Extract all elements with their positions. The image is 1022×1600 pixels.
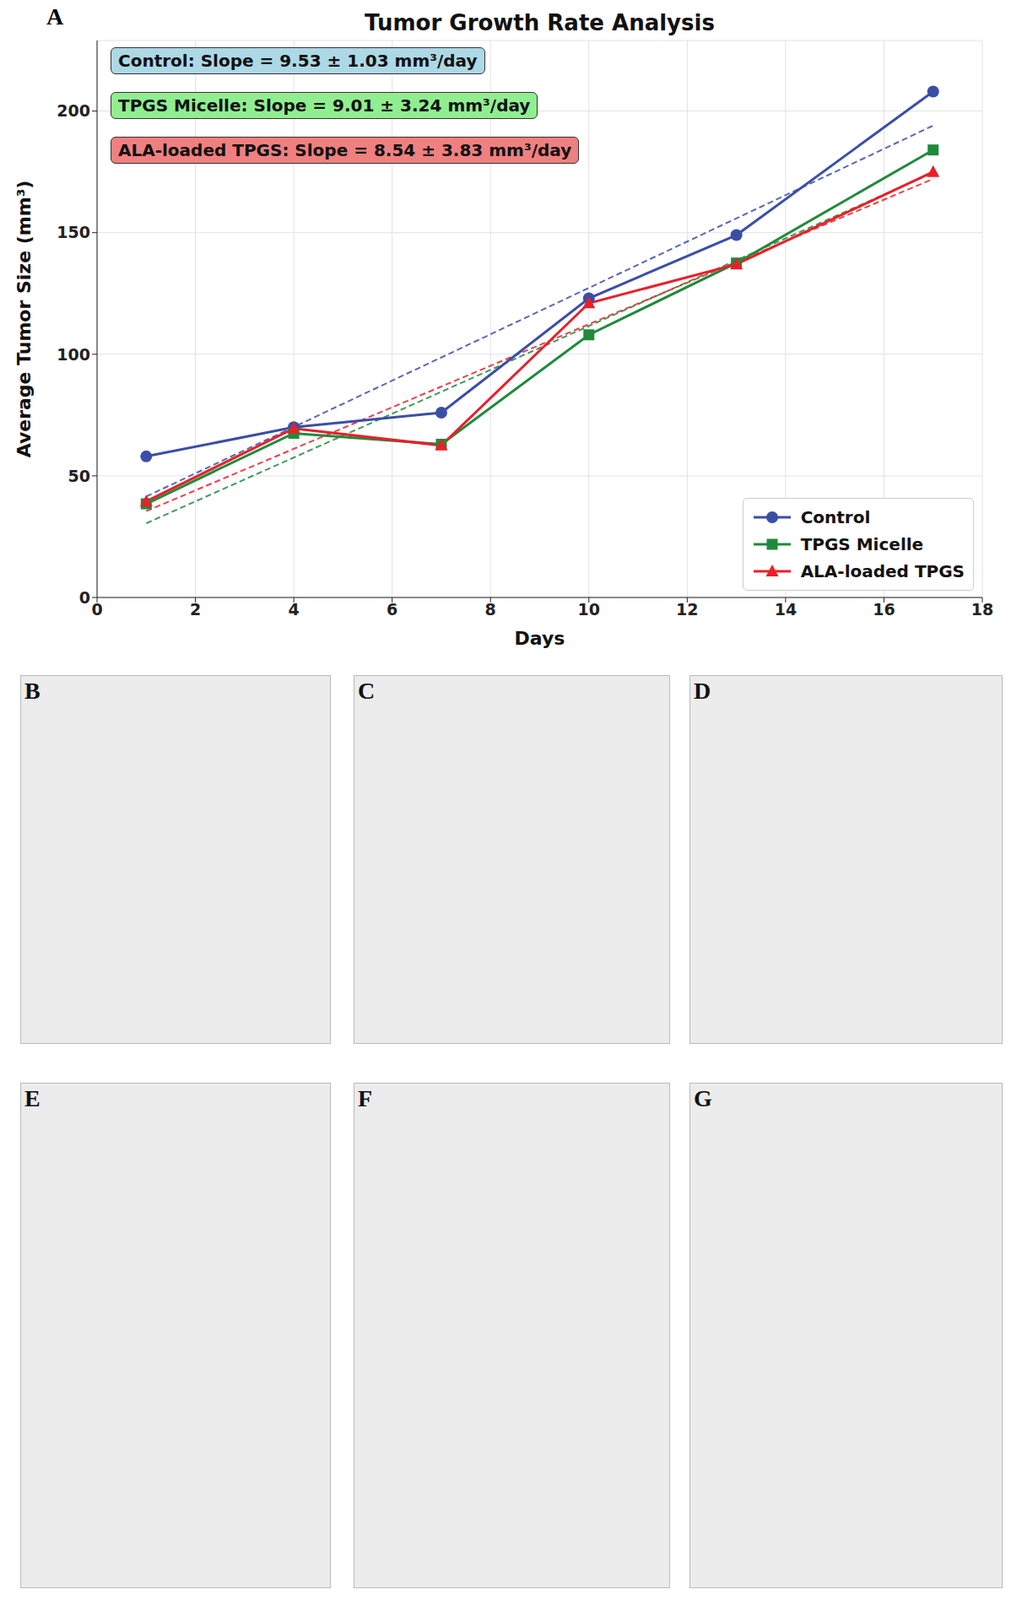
- svg-text:18: 18: [971, 600, 994, 619]
- svg-text:8: 8: [485, 600, 497, 619]
- svg-text:12: 12: [675, 600, 698, 619]
- html-text:Tumor Growth Rate Analysis: Tumor Growth Rate Analysis: [364, 10, 715, 36]
- html-text:G: G: [693, 1085, 713, 1112]
- html-text:B: B: [24, 677, 41, 704]
- html-text:D: D: [693, 677, 711, 704]
- svg-text:0: 0: [91, 600, 103, 619]
- html-text:E: E: [24, 1085, 41, 1112]
- svg-text:0: 0: [79, 588, 91, 607]
- html-text:F: F: [357, 1085, 373, 1112]
- svg-text:50: 50: [68, 466, 91, 486]
- svg-text:100: 100: [56, 345, 91, 364]
- html-text:ALA-loaded TPGS: ALA-loaded TPGS: [800, 561, 965, 582]
- html-text:Control: Control: [800, 507, 871, 528]
- svg-text:2: 2: [189, 600, 201, 619]
- html-text:TPGS Micelle: Slope = 9.01 ± 3: TPGS Micelle: Slope = 9.01 ± 3.24 mm³/da…: [118, 95, 531, 116]
- svg-text:16: 16: [872, 600, 895, 619]
- svg-text:14: 14: [774, 600, 797, 619]
- html-text:Control: Slope = 9.53 ± 1.03 m: Control: Slope = 9.53 ± 1.03 mm³/day: [118, 50, 478, 71]
- svg-text:4: 4: [287, 600, 299, 619]
- svg-text:6: 6: [386, 600, 398, 619]
- html-text:Days: Days: [514, 627, 565, 649]
- svg-text:10: 10: [578, 600, 601, 619]
- svg-text:200: 200: [56, 101, 91, 120]
- svg-text:150: 150: [56, 222, 91, 242]
- html-text:ALA-loaded TPGS: Slope = 8.54: ALA-loaded TPGS: Slope = 8.54 ± 3.83 mm³…: [118, 140, 572, 161]
- html-text:A: A: [46, 3, 64, 30]
- html-text:Average Tumor Size (mm³): Average Tumor Size (mm³): [13, 180, 35, 458]
- html-text:TPGS Micelle: TPGS Micelle: [800, 534, 924, 555]
- html-text:C: C: [357, 677, 375, 704]
